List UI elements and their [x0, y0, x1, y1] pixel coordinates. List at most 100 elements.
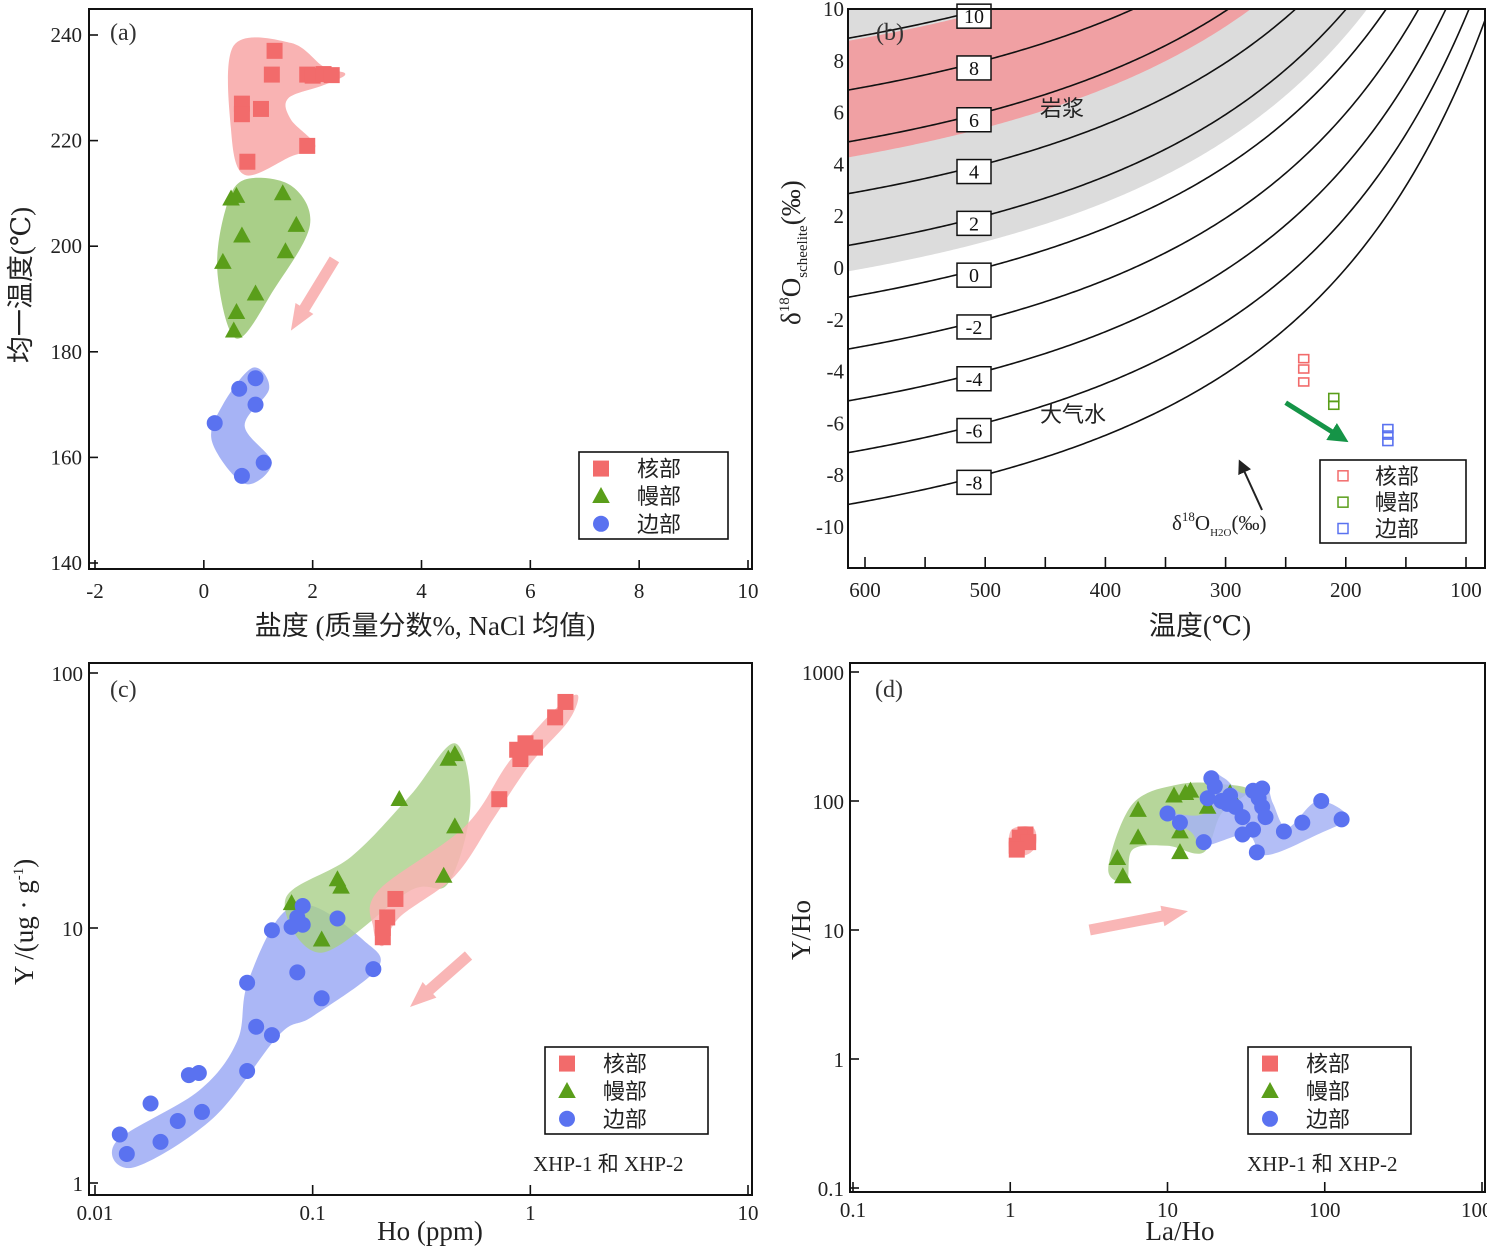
a-point-triangle — [233, 226, 251, 243]
a-point-square — [233, 106, 250, 123]
b-y-tick-label: 4 — [834, 152, 845, 176]
a-panel-label: (a) — [110, 20, 137, 46]
d-point-triangle — [1171, 843, 1189, 860]
c-panel-label: (c) — [110, 677, 137, 703]
c-point-circle — [239, 974, 256, 991]
c-plot-frame — [88, 662, 753, 1196]
b-isotope-curves — [848, 9, 1485, 506]
a-legend-label: 核部 — [637, 458, 681, 483]
a-y-axis-title: 均一温度(℃) — [6, 207, 36, 363]
d-x-tick-label: 100 — [1309, 1198, 1341, 1222]
b-isotope-curve — [848, 9, 1388, 299]
a-x-tick-label: 0 — [199, 579, 210, 603]
c-point-circle — [289, 964, 306, 981]
panel-c-ho-y: 0.01 0.1 1 10 1 10 100 (c) XHP-1 和 XHP-2 Ho (p… — [9, 662, 759, 1246]
c-data-points — [111, 693, 574, 1162]
c-x-axis-title: Ho (ppm) — [377, 1216, 483, 1246]
b-magma-band — [848, 9, 1251, 158]
c-point-triangle — [332, 877, 350, 894]
b-curve-label: -4 — [966, 369, 983, 391]
b-curve-label-box — [956, 314, 992, 340]
a-legend-label: 幔部 — [637, 485, 681, 510]
b-y-tick-label: 0 — [834, 256, 845, 280]
d-y-tick-label: 1000 — [802, 661, 844, 685]
d-point-circle — [1159, 805, 1176, 822]
b-isotope-curve — [848, 9, 1447, 402]
b-annotation-text: δ18OH2O(‰) — [1172, 509, 1266, 539]
b-point-open-square — [1382, 430, 1394, 440]
b-curve-label: -8 — [966, 472, 983, 494]
a-point-triangle — [273, 184, 292, 201]
b-legend-label: 边部 — [1375, 518, 1419, 543]
c-legend-label: 边部 — [603, 1108, 647, 1133]
d-point-triangle — [1108, 849, 1127, 866]
b-y-tick-label: -10 — [816, 515, 844, 539]
c-mantle-field — [284, 743, 471, 953]
d-point-triangle — [1165, 786, 1183, 803]
d-point-circle — [1199, 790, 1216, 807]
b-y-tick-label: 10 — [823, 0, 844, 21]
b-isotope-curve — [848, 9, 987, 40]
b-curve-label: 10 — [964, 6, 984, 28]
d-x-tick-label: 1000 — [1461, 1198, 1487, 1222]
c-legend-label: 核部 — [603, 1053, 647, 1078]
c-x-tick-label: 0.1 — [300, 1201, 326, 1225]
c-trend-arrow — [409, 951, 473, 1007]
a-legend-label: 边部 — [637, 513, 681, 538]
a-point-triangle — [276, 242, 295, 259]
b-magma-label: 岩浆 — [1040, 97, 1084, 122]
b-curve-label: -2 — [966, 317, 983, 339]
b-meteoric-label: 大气水 — [1040, 403, 1106, 428]
c-point-triangle — [446, 817, 464, 834]
b-x-tick-label: 300 — [1210, 578, 1242, 602]
d-sample-note: XHP-1 和 XHP-2 — [1247, 1152, 1398, 1176]
b-isotope-curve — [848, 9, 1136, 91]
a-point-triangle — [246, 284, 265, 301]
b-legend-marker — [1337, 522, 1349, 535]
b-y-axis-title: δ18Oscheelite(‰) — [776, 180, 811, 325]
c-x-tick-label: 1 — [525, 1201, 536, 1225]
d-point-circle — [1234, 826, 1251, 843]
b-y-tick-label: 2 — [834, 204, 845, 228]
c-field-regions — [111, 694, 579, 1169]
b-curve-label-box — [956, 262, 992, 288]
c-point-square — [557, 693, 574, 710]
c-legend-marker — [559, 1110, 575, 1127]
a-x-tick-label: 8 — [634, 579, 645, 603]
b-curve-label: 2 — [969, 213, 979, 235]
b-isotope-curve — [848, 9, 1420, 350]
a-x-tick-label: 2 — [307, 579, 318, 603]
c-point-circle — [329, 910, 346, 927]
c-x-tick-label: 0.01 — [77, 1201, 114, 1225]
a-point-triangle — [227, 303, 246, 319]
c-y-tick-label: 1 — [73, 1172, 84, 1196]
c-y-tick-label: 100 — [52, 662, 84, 686]
b-panel-label: (b) — [876, 20, 904, 46]
d-y-tick-label: 100 — [813, 790, 845, 814]
a-y-tick-label: 220 — [51, 129, 83, 153]
d-point-circle — [1195, 834, 1212, 851]
c-legend-label: 幔部 — [603, 1080, 647, 1105]
c-point-circle — [152, 1133, 169, 1150]
a-point-triangle — [224, 321, 243, 338]
a-x-tick-label: -2 — [86, 579, 104, 603]
b-isotope-curve — [848, 9, 1470, 454]
b-curve-label: 8 — [969, 58, 979, 80]
b-legend-marker — [1337, 470, 1349, 482]
c-legend-marker — [559, 1055, 575, 1072]
c-point-square — [526, 739, 543, 756]
a-axes: -2 0 2 4 6 8 10 140 160 180 200 220 240 — [51, 8, 759, 603]
b-legend-box — [1319, 459, 1467, 544]
b-y-tick-label: -2 — [827, 308, 845, 332]
d-panel-label: (d) — [875, 677, 903, 703]
d-legend-marker — [1262, 1055, 1278, 1072]
d-point-square — [1008, 841, 1025, 858]
b-y-tick-label: -6 — [827, 411, 845, 435]
c-point-circle — [193, 1103, 210, 1120]
a-x-axis-title: 盐度 (质量分数%, NaCl 均值) — [255, 611, 595, 641]
c-point-circle — [239, 1062, 256, 1079]
